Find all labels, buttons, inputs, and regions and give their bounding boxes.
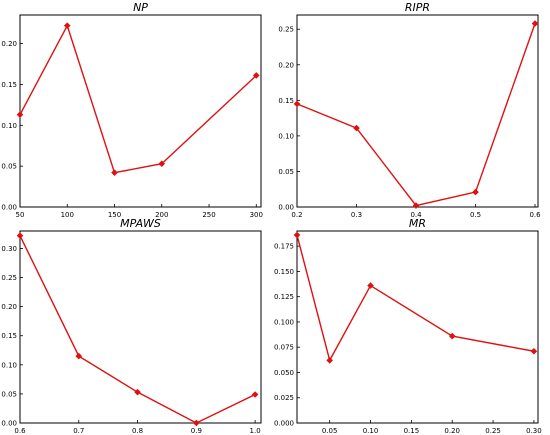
y-tick-label: 0.10 (1, 361, 17, 369)
plot-frame (296, 230, 539, 424)
data-point (472, 188, 479, 196)
y-tick-label: 0.20 (278, 61, 294, 69)
plot-frame (19, 14, 262, 208)
x-tick-label: 0.6 (529, 211, 541, 219)
y-tick-label: 0.10 (1, 122, 17, 130)
y-tick-label: 0.175 (274, 243, 294, 251)
series-line (296, 23, 536, 207)
y-tick-label: 0.20 (1, 303, 17, 311)
chart-title: RIPR (405, 1, 430, 14)
y-tick-label: 0.10 (278, 132, 294, 140)
data-point (16, 111, 24, 118)
x-tick-label: 0.6 (14, 427, 26, 435)
chart-title: MR (409, 217, 426, 230)
y-tick-label: 0.15 (1, 332, 17, 340)
y-tick-label: 0.05 (1, 163, 17, 171)
y-tick-label: 0.05 (278, 168, 294, 176)
y-tick-label: 0.20 (1, 40, 17, 48)
y-tick-label: 0.050 (274, 369, 294, 377)
data-point (531, 20, 539, 27)
data-point (326, 357, 333, 364)
y-tick-label: 0.15 (278, 97, 294, 105)
subplot-0: NP 50 100 150 200 250 300 0.00 0.05 0.10 0.15 0.20 (1, 1, 263, 219)
subplot-1: RIPR 0.2 0.3 0.4 0.5 0.6 0.00 0.05 0.10 0.15 0.20 0… (278, 1, 541, 219)
data-point (251, 391, 259, 398)
y-tick-label: 0.25 (278, 26, 294, 34)
x-tick-label: 0.4 (410, 211, 422, 219)
y-tick-label: 0.00 (1, 204, 17, 212)
data-point (16, 232, 24, 239)
y-tick-label: 0.25 (1, 274, 17, 282)
subplot-2: MPAWS 0.6 0.7 0.8 0.9 1.0 0.00 0.05 0.10 0.15 0.20… (1, 217, 262, 435)
x-tick-label: 0.25 (485, 427, 501, 435)
y-tick-label: 0.30 (1, 245, 17, 253)
data-point (293, 231, 301, 239)
y-tick-label: 0.150 (274, 268, 294, 276)
plot-frame (296, 14, 539, 208)
data-point (193, 419, 200, 427)
series-line (19, 23, 257, 174)
x-tick-label: 0.10 (363, 427, 379, 435)
x-tick-label: 0.30 (526, 427, 542, 435)
data-point (293, 100, 301, 108)
x-tick-label: 200 (155, 211, 168, 219)
x-tick-label: 50 (16, 211, 25, 219)
data-point (134, 388, 141, 396)
x-tick-label: 0.05 (322, 427, 338, 435)
chart-title: NP (133, 1, 148, 14)
y-tick-label: 0.15 (1, 81, 17, 89)
x-tick-label: 1.0 (250, 427, 261, 435)
series-line (296, 234, 535, 363)
x-tick-label: 0.8 (132, 427, 143, 435)
data-point (530, 347, 538, 355)
y-tick-label: 0.00 (278, 204, 294, 212)
y-tick-label: 0.075 (274, 344, 294, 352)
data-point (448, 332, 456, 340)
x-tick-label: 0.9 (191, 427, 202, 435)
y-tick-label: 0.00 (1, 420, 17, 428)
x-tick-label: 0.20 (444, 427, 460, 435)
data-point (111, 169, 118, 176)
x-tick-label: 0.3 (351, 211, 362, 219)
x-tick-label: 300 (250, 211, 263, 219)
data-point (75, 352, 83, 360)
data-point (158, 160, 166, 167)
x-tick-label: 0.5 (470, 211, 481, 219)
data-point (367, 282, 374, 289)
data-point (63, 22, 71, 29)
subplot-3: MR 0.05 0.10 0.15 0.20 0.25 0.30 0.000 0.025 0.05… (274, 217, 542, 435)
y-tick-label: 0.05 (1, 390, 17, 398)
chart-title: MPAWS (120, 217, 161, 230)
data-point (412, 202, 420, 209)
x-tick-label: 0.2 (291, 211, 302, 219)
x-tick-label: 100 (61, 211, 74, 219)
y-tick-label: 0.100 (274, 318, 294, 326)
data-point (353, 124, 360, 132)
y-tick-label: 0.025 (274, 394, 294, 402)
x-tick-label: 150 (108, 211, 121, 219)
y-tick-label: 0.125 (274, 293, 294, 301)
plot-frame (19, 230, 262, 424)
x-tick-label: 0.15 (404, 427, 420, 435)
y-tick-label: 0.000 (274, 420, 294, 428)
x-tick-label: 0.7 (73, 427, 84, 435)
data-point (252, 72, 260, 79)
x-tick-label: 250 (202, 211, 215, 219)
